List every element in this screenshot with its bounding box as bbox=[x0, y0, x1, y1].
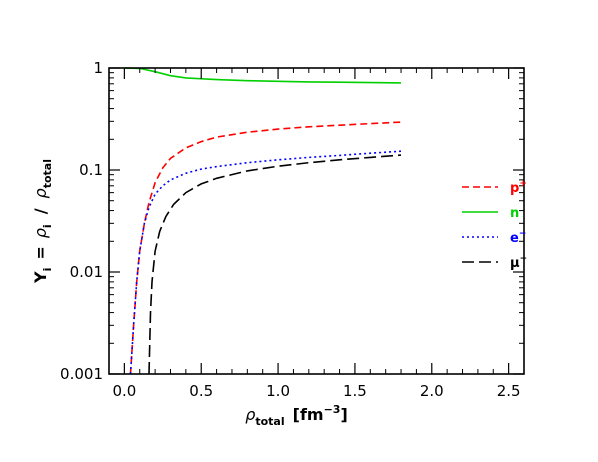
x-axis-unit-suffix: ] bbox=[340, 405, 347, 424]
y-axis-Y: Y bbox=[31, 271, 50, 284]
legend-label-mu-: μ− bbox=[510, 254, 527, 271]
y-tick-label: 0.001 bbox=[60, 365, 103, 383]
x-axis-title: ρtotal [fm−3] bbox=[245, 403, 348, 428]
legend-label-n: n bbox=[510, 206, 519, 221]
series-line-p+ bbox=[129, 121, 402, 375]
series-line-mu- bbox=[148, 154, 402, 375]
x-tick-label: 1.0 bbox=[266, 382, 290, 400]
y-axis-rho-t-sub: total bbox=[41, 159, 54, 188]
y-axis-rho-i: ρ bbox=[31, 228, 50, 238]
x-tick-label: 2.5 bbox=[497, 382, 521, 400]
x-axis-rho: ρ bbox=[245, 405, 255, 424]
x-tick-label: 2.0 bbox=[420, 382, 444, 400]
series-line-n bbox=[124, 67, 402, 84]
legend-label-e-: e− bbox=[510, 229, 526, 246]
y-axis-rho-i-sub: i bbox=[41, 224, 54, 228]
x-axis-unit-exp: −3 bbox=[324, 403, 341, 416]
x-axis-rho-sub: total bbox=[255, 415, 284, 428]
x-tick-label: 1.5 bbox=[343, 382, 367, 400]
series-layer bbox=[124, 67, 402, 375]
y-axis-rho-t: ρ bbox=[31, 188, 50, 198]
y-tick-label: 0.1 bbox=[79, 161, 103, 179]
y-tick-label: 1 bbox=[93, 59, 103, 77]
y-axis-title: Yi=ρi/ρtotal bbox=[31, 159, 54, 284]
y-axis-eq: = bbox=[31, 246, 50, 259]
legend-label-p+: p+ bbox=[510, 179, 527, 196]
x-tick-label: 0.5 bbox=[189, 382, 213, 400]
ticks-layer: 0.0 0.5 1.0 1.5 2.0 2.5 0.001 0.01 0.1 1 bbox=[60, 59, 525, 400]
y-axis-Y-sub: i bbox=[41, 268, 54, 272]
y-axis-slash: / bbox=[31, 208, 50, 214]
y-tick-label: 0.01 bbox=[70, 263, 103, 281]
legend: p+ n e− μ− bbox=[462, 179, 527, 271]
x-tick-label: 0.0 bbox=[112, 382, 136, 400]
plot-frame bbox=[108, 67, 525, 375]
series-line-e- bbox=[129, 150, 402, 375]
x-axis-unit-prefix: [fm bbox=[293, 405, 324, 424]
